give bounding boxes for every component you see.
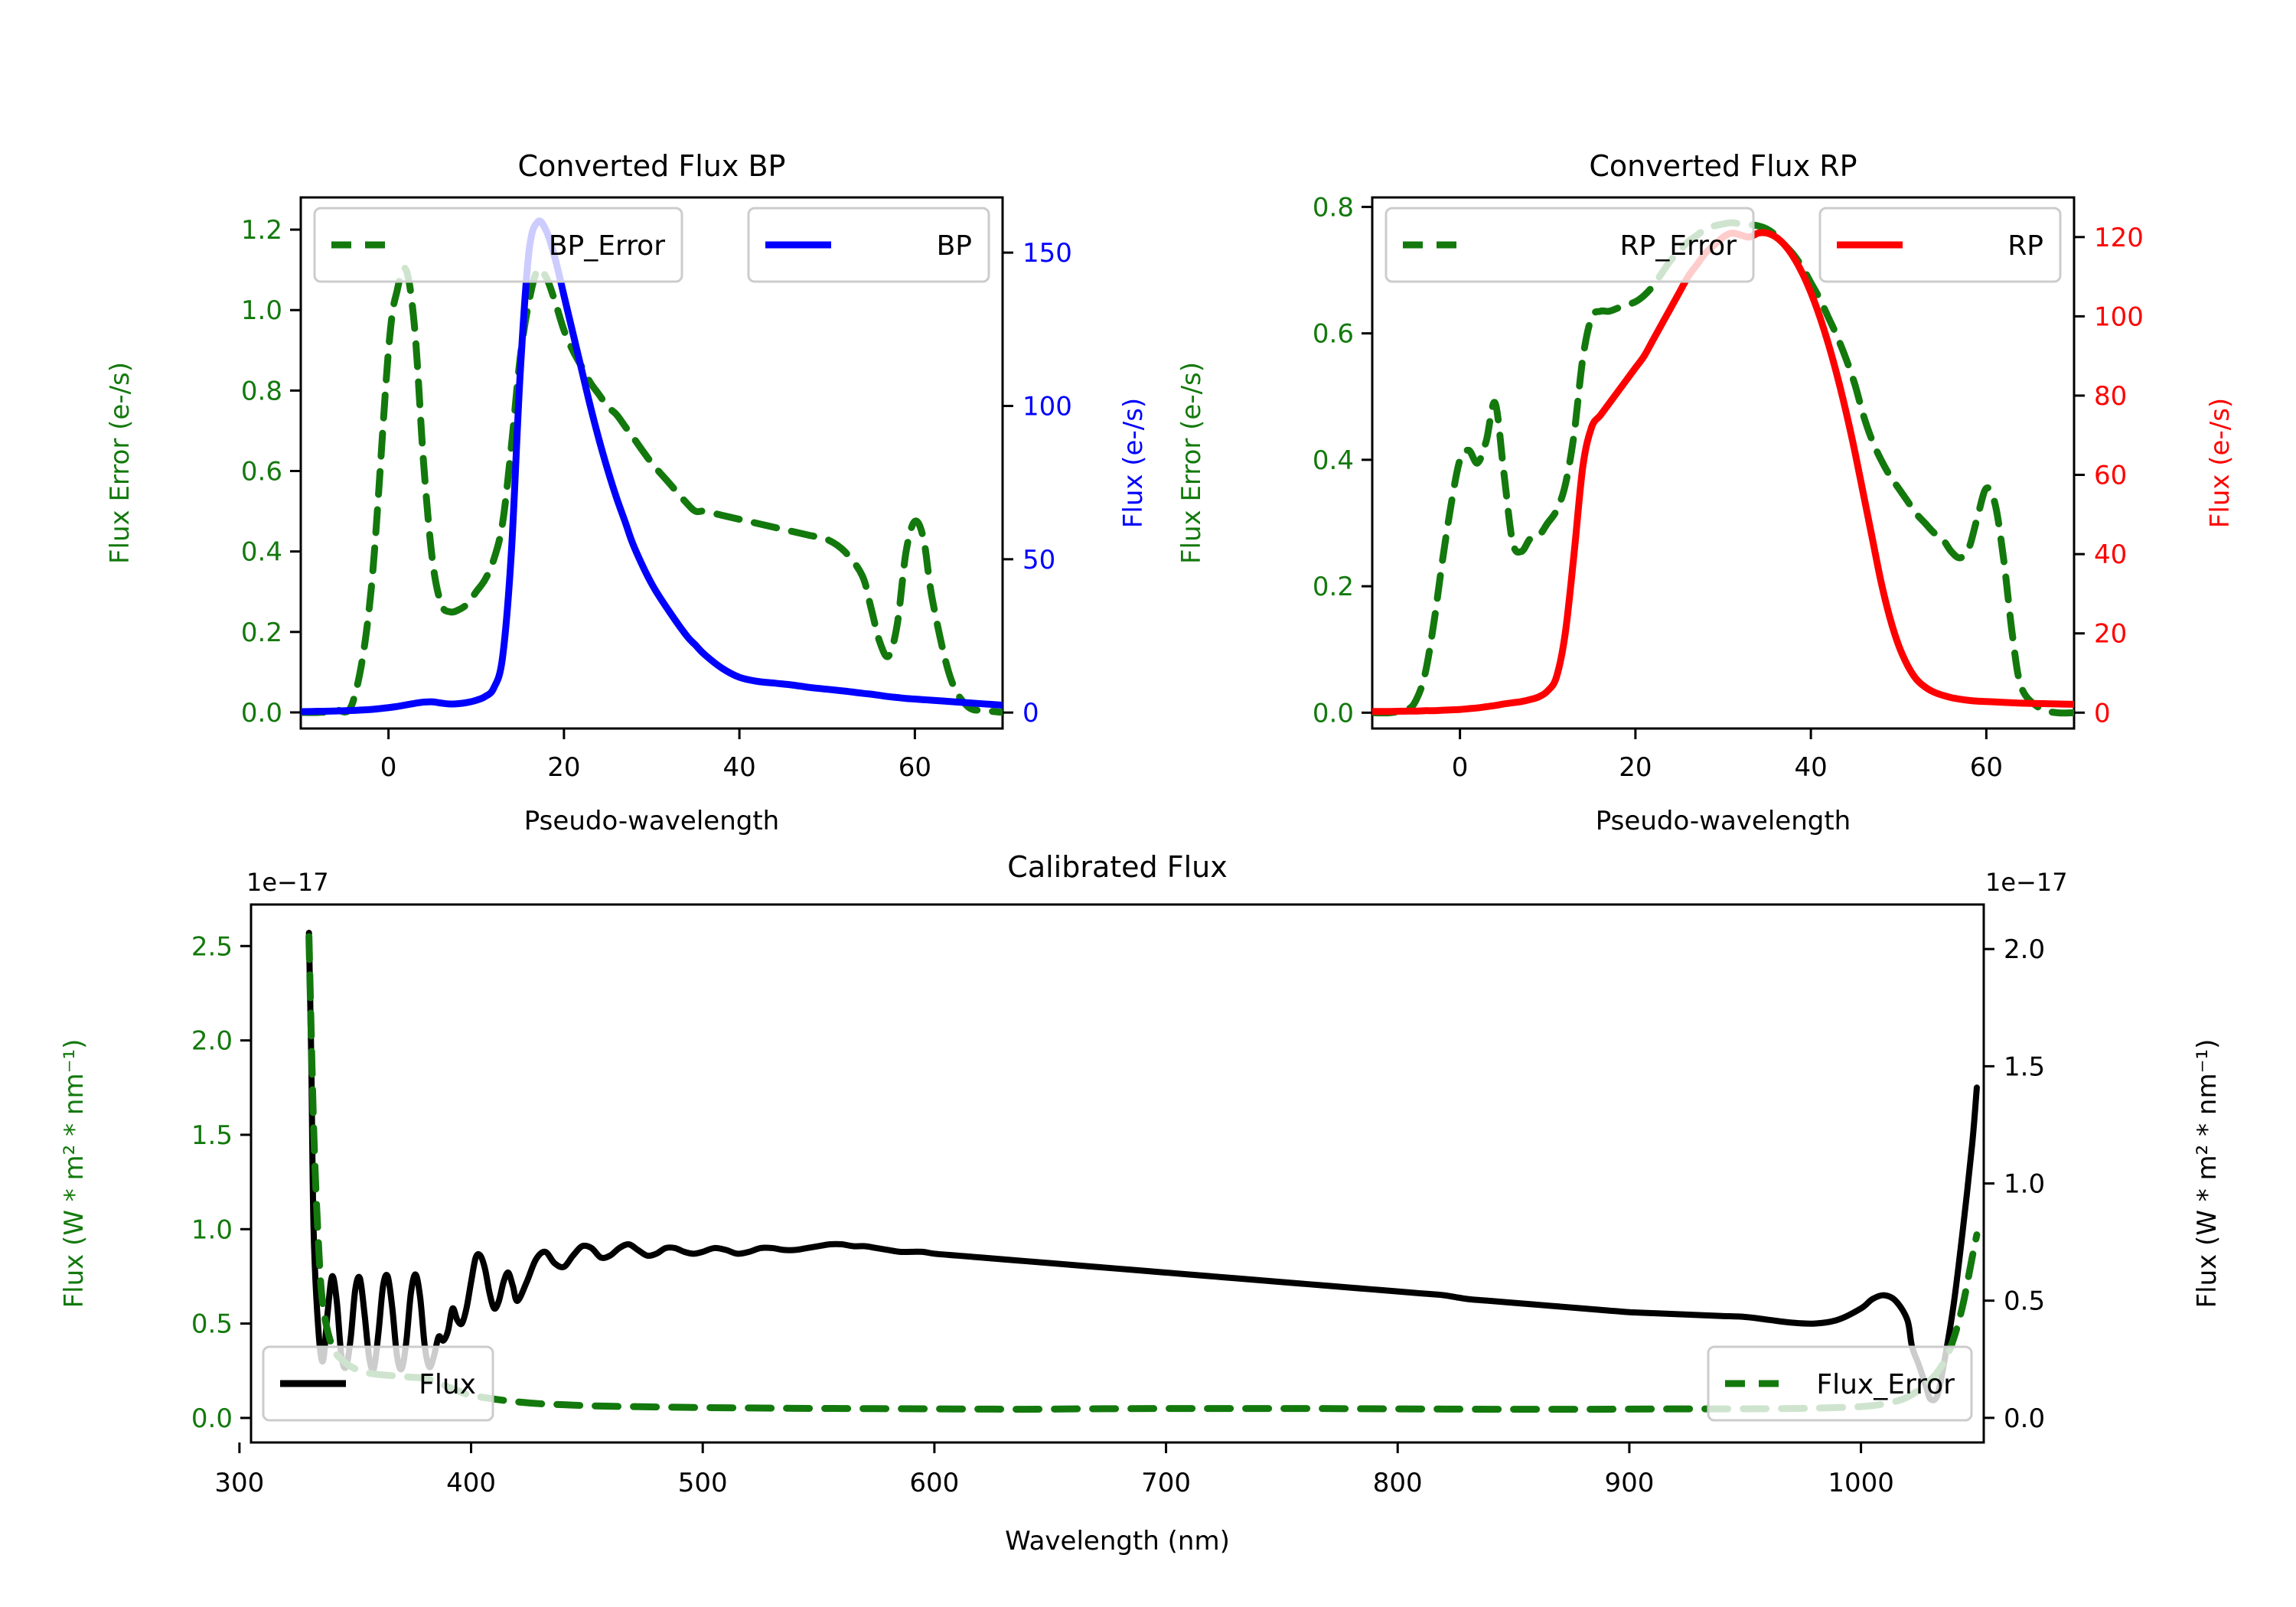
x-tick-label: 0 xyxy=(380,752,397,783)
x-tick-label: 20 xyxy=(547,752,580,783)
legend-bp-box xyxy=(747,207,990,283)
x-tick-label: 60 xyxy=(899,752,931,783)
y-tick-label-left: 0.0 xyxy=(241,698,282,729)
y-tick-label-right: 1.5 xyxy=(2004,1051,2045,1082)
legend-rp[interactable]: RP xyxy=(1818,207,2062,283)
y-tick-label-left: 0.0 xyxy=(1313,698,1354,729)
x-tick-label: 20 xyxy=(1619,752,1652,783)
legend-bp-error[interactable]: BP_Error xyxy=(313,207,683,283)
y-tick-label-left: 0.2 xyxy=(1313,572,1354,602)
offset-text-left: 1e−17 xyxy=(246,868,329,897)
x-tick-label: 700 xyxy=(1141,1468,1191,1498)
legend-rp-box xyxy=(1818,207,2062,283)
y-tick-label-left: 0.8 xyxy=(1313,192,1354,223)
x-tick-label: 40 xyxy=(1794,752,1827,783)
panel-bp-ylabel-left: Flux Error (e-/s) xyxy=(105,362,135,564)
x-tick-label: 60 xyxy=(1970,752,2003,783)
y-tick-label-left: 2.0 xyxy=(191,1026,233,1057)
legend-calibrated-flux-error[interactable]: Flux_Error xyxy=(1707,1345,1973,1422)
legend-bp[interactable]: BP xyxy=(747,207,990,283)
panel-converted-flux-rp: Converted Flux RP 0 20 40 60 0.0 0.2 0.4 0.6 0.8 0… xyxy=(1176,149,2236,836)
y-tick-label-right: 2.0 xyxy=(2004,934,2045,965)
series-flux xyxy=(305,930,1980,1403)
y-tick-label-right: 0.5 xyxy=(2004,1286,2045,1317)
y-tick-label-right: 150 xyxy=(1022,238,1072,269)
panel-calibrated-plot-area xyxy=(305,930,1981,1413)
y-tick-label-left: 2.5 xyxy=(191,931,233,962)
panel-rp-ylabel-right: Flux (e-/s) xyxy=(2205,398,2236,528)
panel-rp-ylabel-left: Flux Error (e-/s) xyxy=(1176,362,1207,564)
axes-frame xyxy=(249,903,1985,1444)
axes-frame xyxy=(299,196,1004,730)
y-tick-label-right: 120 xyxy=(2094,223,2144,253)
y-tick-label-left: 0.5 xyxy=(191,1309,233,1340)
y-tick-label-left: 0.6 xyxy=(241,457,282,487)
x-tick-label: 0 xyxy=(1452,752,1469,783)
legend-rp-label: RP xyxy=(2007,230,2043,262)
x-tick-label: 300 xyxy=(214,1468,264,1498)
x-tick-label: 500 xyxy=(678,1468,728,1498)
y-tick-label-right: 20 xyxy=(2094,619,2127,650)
legend-bp-label: BP xyxy=(937,230,972,262)
y-tick-label-left: 0.4 xyxy=(1313,445,1354,476)
series-bp xyxy=(301,217,1003,715)
panel-calibrated-flux: Calibrated Flux 300 400 500 600 700 800 900 1000… xyxy=(59,850,2223,1556)
y-tick-label-left: 0.8 xyxy=(241,376,282,406)
panel-rp-plot-area xyxy=(1372,219,2074,717)
y-tick-label-right: 100 xyxy=(2094,302,2144,332)
x-tick-label: 600 xyxy=(909,1468,959,1498)
legend-calibrated-flux-error-label: Flux_Error xyxy=(1816,1369,1955,1400)
panel-bp-xlabel: Pseudo-wavelength xyxy=(524,806,779,836)
y-tick-label-right: 100 xyxy=(1022,391,1072,422)
series-rp_error xyxy=(1372,219,2074,717)
panel-calibrated-title: Calibrated Flux xyxy=(1007,850,1227,884)
y-tick-label-left: 1.0 xyxy=(241,295,282,326)
panel-bp-ylabel-right: Flux (e-/s) xyxy=(1118,398,1149,528)
x-tick-label: 800 xyxy=(1373,1468,1423,1498)
y-tick-label-left: 1.2 xyxy=(241,215,282,246)
y-tick-label-left: 1.0 xyxy=(191,1214,233,1245)
legend-calibrated-flux-error-box xyxy=(1707,1345,1973,1422)
panel-calibrated-ylabel-left: Flux (W * m² * nm⁻¹) xyxy=(59,1039,90,1309)
legend-bp-error-label: BP_Error xyxy=(549,230,665,262)
panel-converted-flux-bp: Converted Flux BP 0 20 40 60 0.0 0.2 0.4 0.6 0.8 1… xyxy=(105,149,1149,836)
y-tick-label-left: 0.2 xyxy=(241,618,282,648)
legend-calibrated-flux-label: Flux xyxy=(419,1369,476,1400)
series-rp xyxy=(1372,229,2074,715)
y-tick-label-right: 50 xyxy=(1022,545,1055,575)
panel-calibrated-ylabel-right: Flux (W * m² * nm⁻¹) xyxy=(2192,1039,2223,1309)
y-tick-label-left: 0.4 xyxy=(241,537,282,568)
x-tick-label: 1000 xyxy=(1828,1468,1894,1498)
y-tick-label-left: 1.5 xyxy=(191,1120,233,1151)
y-tick-label-left: 0.0 xyxy=(191,1403,233,1434)
panel-rp-xlabel: Pseudo-wavelength xyxy=(1596,806,1851,836)
y-tick-label-right: 0 xyxy=(2094,698,2111,729)
legend-calibrated-flux-box xyxy=(262,1345,494,1422)
y-tick-label-right: 60 xyxy=(2094,461,2127,491)
panel-bp-title: Converted Flux BP xyxy=(518,149,786,183)
legend-rp-error-label: RP_Error xyxy=(1620,230,1737,262)
legend-rp-error-box xyxy=(1384,207,1755,283)
offset-text-right: 1e−17 xyxy=(1985,868,2068,897)
axes-frame xyxy=(1371,196,2076,730)
y-tick-label-right: 80 xyxy=(2094,381,2127,412)
y-tick-label-right: 0.0 xyxy=(2004,1403,2045,1434)
x-tick-label: 400 xyxy=(446,1468,496,1498)
panel-bp-plot-area xyxy=(301,217,1003,716)
y-tick-label-left: 0.6 xyxy=(1313,319,1354,350)
y-tick-label-right: 1.0 xyxy=(2004,1169,2045,1200)
y-tick-label-right: 0 xyxy=(1022,698,1039,729)
x-tick-label: 40 xyxy=(722,752,755,783)
legend-rp-error[interactable]: RP_Error xyxy=(1384,207,1755,283)
x-tick-label: 900 xyxy=(1604,1468,1654,1498)
legend-calibrated-flux[interactable]: Flux xyxy=(262,1345,494,1422)
panel-rp-title: Converted Flux RP xyxy=(1589,149,1857,183)
legend-bp-error-box xyxy=(313,207,683,283)
y-tick-label-right: 40 xyxy=(2094,539,2127,570)
series-flux_error xyxy=(305,933,1981,1413)
series-bp_error xyxy=(301,265,1003,716)
panel-calibrated-xlabel: Wavelength (nm) xyxy=(1005,1526,1230,1556)
